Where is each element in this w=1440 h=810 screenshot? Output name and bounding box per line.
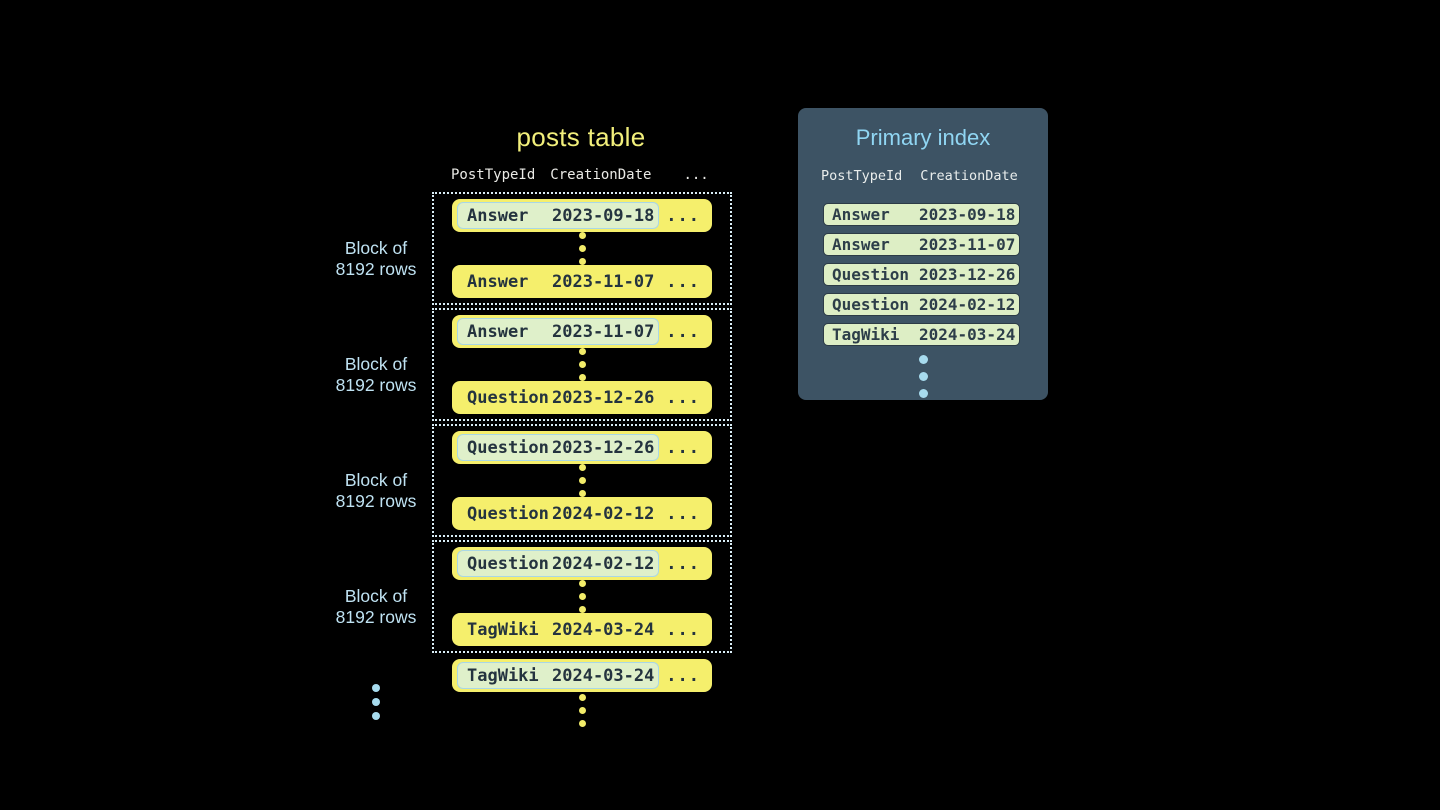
posts-block-3: Question 2023-12-26 ... Question 2024-02… — [432, 424, 732, 537]
index-row: Question 2023-12-26 — [823, 263, 1020, 286]
column-header-creationdate: CreationDate — [550, 167, 652, 183]
cell-posttypeid: Question — [832, 295, 910, 314]
cell-creationdate: 2024-02-12 — [552, 503, 655, 524]
more-rows-dots — [452, 694, 712, 727]
primary-index-title: Primary index — [855, 125, 991, 150]
primary-index-column-headers: PostTypeId CreationDate — [798, 168, 1048, 184]
column-header-creationdate: CreationDate — [920, 168, 1018, 184]
row-key-highlight: TagWiki 2024-03-24 — [457, 662, 660, 689]
cell-creationdate: 2023-12-26 — [919, 265, 1016, 284]
cell-ellipsis: ... — [666, 205, 700, 226]
block-label-line1: Block of — [344, 586, 408, 606]
column-header-ellipsis: ... — [683, 167, 709, 183]
index-row: Answer 2023-09-18 — [823, 203, 1020, 226]
cell-ellipsis: ... — [666, 437, 700, 458]
table-row: Question 2024-02-12 ... — [452, 497, 712, 530]
table-row: Question 2024-02-12 ... — [452, 547, 712, 580]
cell-posttypeid: Answer — [467, 271, 529, 292]
cell-posttypeid: Question — [467, 503, 549, 524]
posts-block-4: Question 2024-02-12 ... TagWiki 2024-03-… — [432, 540, 732, 653]
table-row: Answer 2023-11-07 ... — [452, 315, 712, 348]
cell-posttypeid: TagWiki — [467, 619, 539, 640]
row-key-highlight: Answer 2023-09-18 — [457, 202, 660, 229]
cell-creationdate: 2024-02-12 — [919, 295, 1016, 314]
block-label-line2: 8192 rows — [335, 259, 417, 279]
block-label-1: Block of 8192 rows — [306, 238, 446, 280]
table-row: Question 2023-12-26 ... — [452, 431, 712, 464]
cell-posttypeid: Answer — [832, 205, 890, 224]
posts-table-title: posts table — [516, 122, 646, 152]
cell-creationdate: 2023-11-07 — [919, 235, 1016, 254]
cell-creationdate: 2024-03-24 — [552, 619, 655, 640]
row-key: TagWiki 2024-03-24 — [457, 616, 659, 643]
cell-posttypeid: TagWiki — [467, 665, 539, 686]
cell-ellipsis: ... — [666, 553, 700, 574]
cell-ellipsis: ... — [666, 503, 700, 524]
primary-index-panel: Primary index PostTypeId CreationDate An… — [798, 108, 1048, 400]
index-row: TagWiki 2024-03-24 — [823, 323, 1020, 346]
cell-posttypeid: Question — [467, 387, 549, 408]
cell-ellipsis: ... — [666, 665, 700, 686]
table-row: Question 2023-12-26 ... — [452, 381, 712, 414]
row-key-highlight: Answer 2023-11-07 — [457, 318, 660, 345]
cell-creationdate: 2024-03-24 — [552, 665, 655, 686]
index-row: Answer 2023-11-07 — [823, 233, 1020, 256]
posts-block-2: Answer 2023-11-07 ... Question 2023-12-2… — [432, 308, 732, 421]
row-key-highlight: Question 2024-02-12 — [457, 550, 660, 577]
more-blocks-dots — [372, 684, 380, 720]
table-row: Answer 2023-09-18 ... — [452, 199, 712, 232]
block-label-3: Block of 8192 rows — [306, 470, 446, 512]
cell-creationdate: 2023-09-18 — [919, 205, 1016, 224]
more-index-entries-dots — [798, 355, 1048, 398]
block-label-line1: Block of — [344, 470, 408, 490]
column-header-posttypeid: PostTypeId — [451, 167, 536, 183]
cell-posttypeid: Question — [832, 265, 910, 284]
block-label-line2: 8192 rows — [335, 491, 417, 511]
block-label-2: Block of 8192 rows — [306, 354, 446, 396]
table-row: Answer 2023-11-07 ... — [452, 265, 712, 298]
ellipsis-dots — [452, 348, 712, 381]
posts-block-1: Answer 2023-09-18 ... Answer 2023-11-07 … — [432, 192, 732, 305]
cell-posttypeid: Answer — [467, 205, 529, 226]
cell-creationdate: 2023-11-07 — [552, 321, 655, 342]
ellipsis-dots — [452, 232, 712, 265]
cell-ellipsis: ... — [666, 271, 700, 292]
block-label-4: Block of 8192 rows — [306, 586, 446, 628]
block-label-line2: 8192 rows — [335, 607, 417, 627]
cell-ellipsis: ... — [666, 619, 700, 640]
row-key-highlight: Question 2023-12-26 — [457, 434, 660, 461]
row-key: Question 2023-12-26 — [457, 384, 659, 411]
row-key: Answer 2023-11-07 — [457, 268, 659, 295]
primary-index-rows: Answer 2023-09-18 Answer 2023-11-07 Ques… — [823, 203, 1020, 353]
cell-creationdate: 2024-02-12 — [552, 553, 655, 574]
index-row: Question 2024-02-12 — [823, 293, 1020, 316]
table-row: TagWiki 2024-03-24 ... — [452, 613, 712, 646]
cell-ellipsis: ... — [666, 321, 700, 342]
block-label-line1: Block of — [344, 354, 408, 374]
cell-creationdate: 2023-09-18 — [552, 205, 655, 226]
ellipsis-dots — [452, 464, 712, 497]
cell-creationdate: 2024-03-24 — [919, 325, 1016, 344]
cell-ellipsis: ... — [666, 387, 700, 408]
table-row-overflow: TagWiki 2024-03-24 ... — [452, 659, 712, 692]
column-header-posttypeid: PostTypeId — [821, 168, 903, 184]
cell-posttypeid: TagWiki — [832, 325, 900, 344]
cell-posttypeid: Question — [467, 437, 549, 458]
cell-posttypeid: Answer — [832, 235, 890, 254]
row-key: Question 2024-02-12 — [457, 500, 659, 527]
cell-creationdate: 2023-12-26 — [552, 437, 655, 458]
cell-creationdate: 2023-12-26 — [552, 387, 655, 408]
ellipsis-dots — [452, 580, 712, 613]
cell-posttypeid: Question — [467, 553, 549, 574]
cell-posttypeid: Answer — [467, 321, 529, 342]
cell-creationdate: 2023-11-07 — [552, 271, 655, 292]
block-label-line2: 8192 rows — [335, 375, 417, 395]
posts-table-column-headers: PostTypeId CreationDate ... — [432, 167, 732, 183]
block-label-line1: Block of — [344, 238, 408, 258]
